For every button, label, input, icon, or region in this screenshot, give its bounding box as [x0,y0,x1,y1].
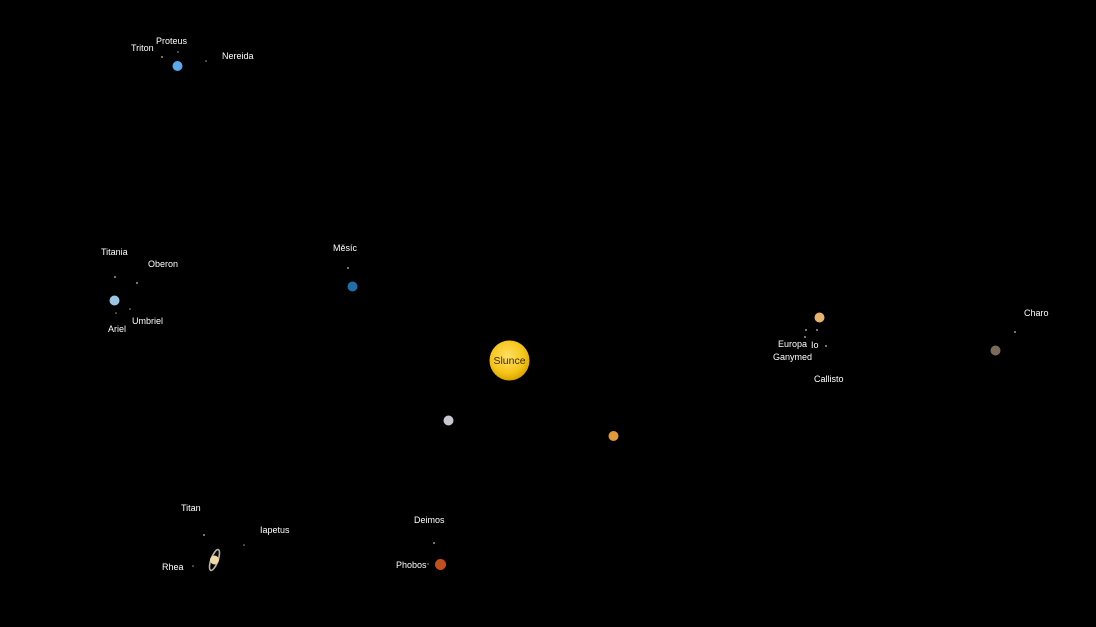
label-triton: Triton [131,43,154,53]
sun[interactable] [489,340,530,381]
label-oberon: Oberon [148,259,179,269]
moon-rhea[interactable] [192,565,194,567]
label-nereida: Nereida [222,51,254,61]
moon-proteus[interactable] [177,51,179,53]
moon-deimos[interactable] [433,542,435,544]
moon-io[interactable] [816,329,818,331]
label-rhea: Rhea [162,562,184,572]
moon-iapetus[interactable] [243,544,245,546]
moon-ganymed[interactable] [804,336,806,338]
planet-mercury[interactable] [443,415,454,426]
label-titania: Titania [101,247,128,257]
dwarf-planet-pluto[interactable] [990,345,1001,356]
planet-earth[interactable] [347,281,358,292]
label-io: Io [811,340,819,350]
planet-saturn[interactable] [210,555,219,565]
moon-oberon[interactable] [136,282,138,284]
moon-europa[interactable] [805,329,807,331]
moon-mesic[interactable] [347,267,349,269]
moon-titan[interactable] [203,534,205,536]
label-deimos: Deimos [414,515,445,525]
planet-neptune[interactable] [172,61,183,71]
moon-triton[interactable] [161,56,163,58]
planet-uranus[interactable] [109,295,120,306]
label-mesic: Měsíc [333,243,358,253]
moon-nereida[interactable] [205,60,207,62]
label-ganymed: Ganymed [773,352,813,362]
moon-callisto[interactable] [825,345,827,347]
planet-venus[interactable] [608,431,619,441]
label-charo: Charo [1024,308,1049,318]
label-titan: Titan [181,503,201,513]
label-iapetus: Iapetus [260,525,290,535]
label-phobos: Phobos [396,560,427,570]
moon-ariel[interactable] [115,312,117,314]
label-ariel: Ariel [108,324,127,334]
label-europa: Europa [778,339,808,349]
moon-charo[interactable] [1014,331,1016,333]
sun-label: Slunce [493,355,526,367]
planet-jupiter[interactable] [814,312,825,323]
label-proteus: Proteus [156,36,188,46]
moon-titania[interactable] [114,276,116,278]
moon-phobos[interactable] [427,563,429,565]
label-umbriel: Umbriel [132,316,164,326]
label-callisto: Callisto [814,374,844,384]
moon-umbriel[interactable] [129,308,131,310]
planet-mars[interactable] [435,559,446,570]
